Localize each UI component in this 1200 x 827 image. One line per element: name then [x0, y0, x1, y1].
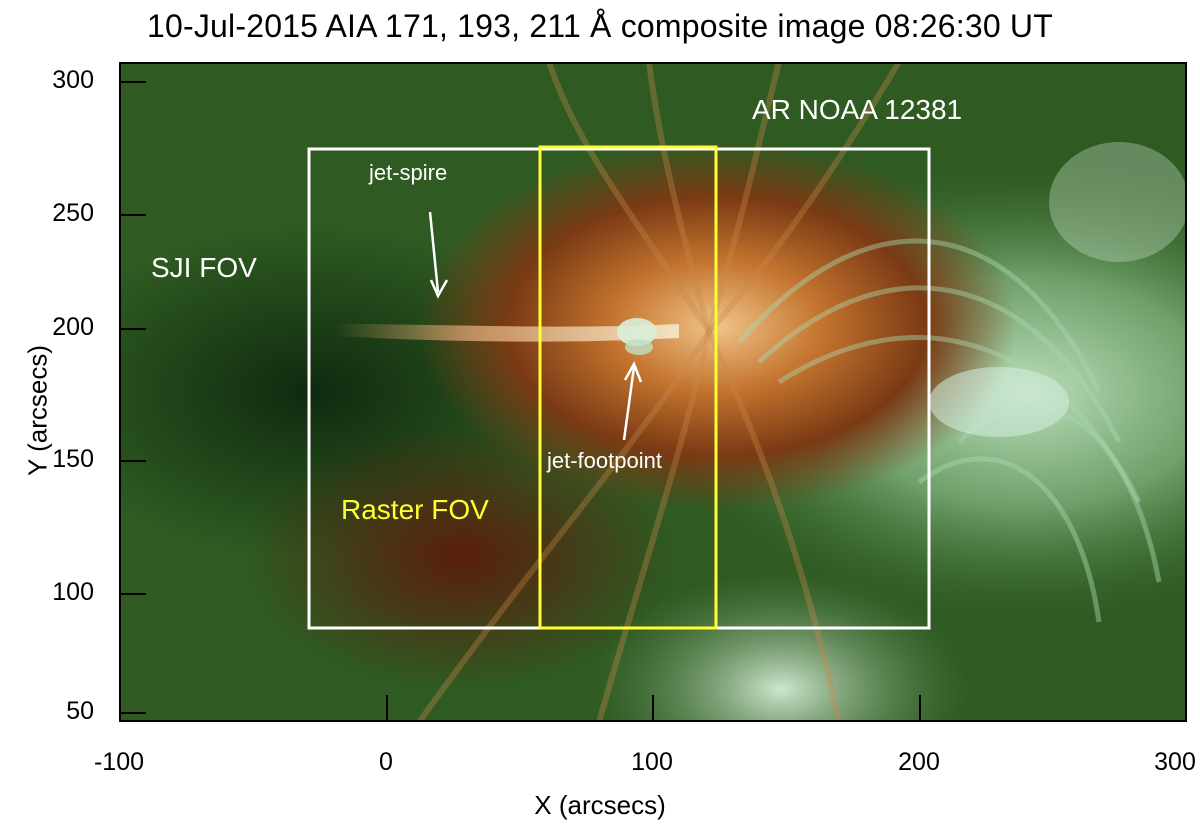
x-axis-label: X (arcsecs)	[534, 790, 666, 820]
jet-footpoint-label: jet-footpoint	[547, 448, 662, 473]
xtick-label: 100	[631, 748, 673, 776]
solar-composite-image: SJI FOV AR NOAA 12381 jet-spire jet-foot…	[119, 62, 1187, 722]
xtick-label: 0	[379, 748, 393, 776]
figure-title: 10-Jul-2015 AIA 171, 193, 211 Å composit…	[146, 8, 1053, 44]
ar-noaa-label: AR NOAA 12381	[752, 94, 963, 125]
xtick-label: 300	[1154, 748, 1196, 776]
jet-spire-arrow	[428, 211, 449, 299]
solar-image-canvas	[119, 62, 1187, 722]
sji-fov-label: SJI FOV	[151, 252, 257, 283]
ytick-label: 50	[66, 697, 94, 725]
ytick-label: 250	[52, 199, 94, 227]
ytick-label: 200	[52, 313, 94, 341]
raster-fov-label: Raster FOV	[341, 494, 489, 525]
raster-fov-box	[538, 145, 718, 630]
ytick-label: 300	[52, 66, 94, 94]
ytick-label: 150	[52, 445, 94, 473]
jet-footpoint-arrow	[622, 361, 643, 441]
xtick-label: 200	[898, 748, 940, 776]
xtick-label: -100	[93, 748, 145, 776]
jet-spire-label: jet-spire	[369, 160, 448, 185]
y-axis-label: Y (arcsecs)	[22, 345, 53, 476]
ytick-label: 100	[52, 578, 94, 606]
